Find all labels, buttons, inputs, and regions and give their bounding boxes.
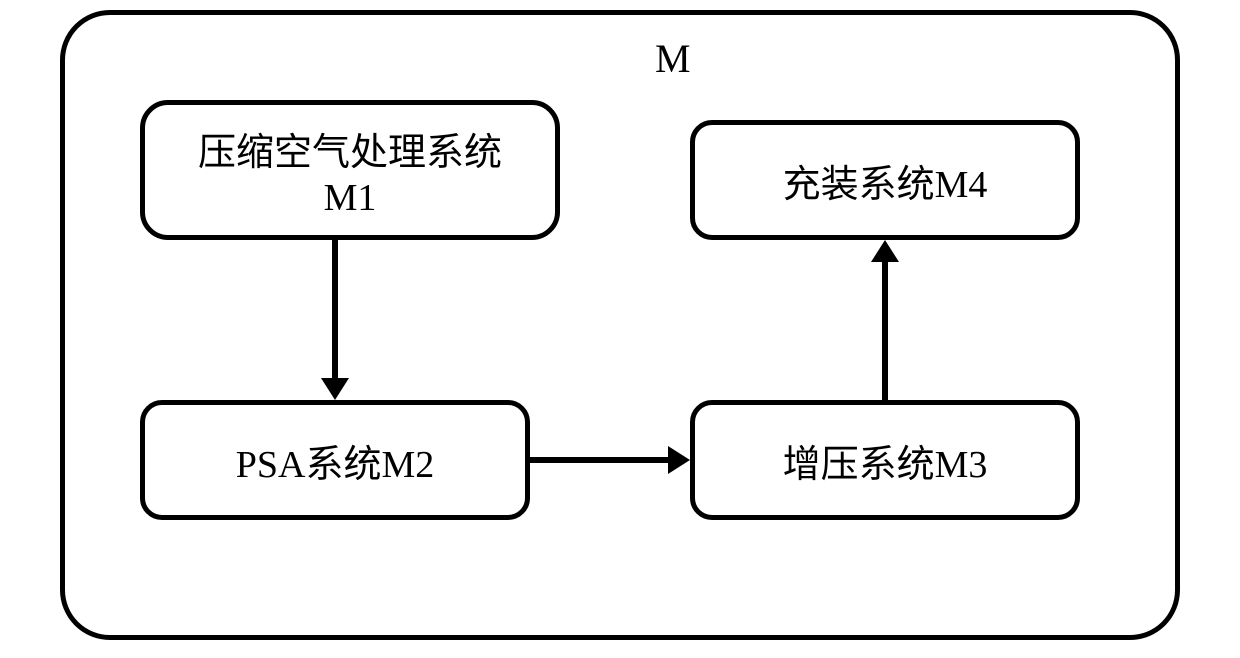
node-m3-label: 增压系统M3 bbox=[783, 433, 988, 488]
node-m4-label: 充装系统M4 bbox=[783, 153, 988, 208]
node-m2-label: PSA系统M2 bbox=[236, 433, 435, 488]
arrow-m2-m3-line bbox=[530, 457, 670, 463]
node-m1-line1: 压缩空气处理系统 bbox=[198, 121, 502, 176]
container-label: M bbox=[655, 35, 691, 82]
node-m3: 增压系统M3 bbox=[690, 400, 1080, 520]
arrow-m3-m4-line bbox=[882, 260, 888, 400]
node-m4: 充装系统M4 bbox=[690, 120, 1080, 240]
arrow-m1-m2-line bbox=[332, 240, 338, 380]
node-m2: PSA系统M2 bbox=[140, 400, 530, 520]
node-m1-line2: M1 bbox=[324, 176, 377, 220]
node-m1: 压缩空气处理系统 M1 bbox=[140, 100, 560, 240]
arrow-m2-m3-head bbox=[668, 446, 690, 474]
arrow-m3-m4-head bbox=[871, 240, 899, 262]
arrow-m1-m2-head bbox=[321, 378, 349, 400]
